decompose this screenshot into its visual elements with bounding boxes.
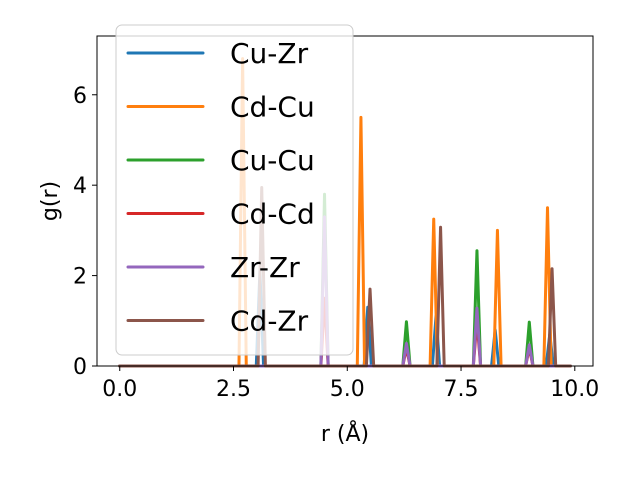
y-tick-label: 6 [73, 84, 87, 109]
legend: Cu-Zr Cd-Cu Cu-Cu Cd-Cd Zr-Zr Cd-Zr [115, 24, 354, 356]
x-tick-label: 10.0 [550, 377, 599, 402]
legend-label: Zr-Zr [230, 251, 300, 284]
legend-label: Cd-Cd [230, 198, 315, 231]
x-axis-label: r (Å) [321, 420, 369, 447]
ticks-layer: 0.0 2.5 5.0 7.5 10.0 0 2 4 6 [73, 84, 599, 402]
x-tick-label: 2.5 [216, 377, 251, 402]
y-tick-label: 4 [73, 174, 87, 199]
legend-label: Cu-Cu [230, 144, 315, 177]
x-tick-label: 5.0 [330, 377, 365, 402]
x-tick-label: 7.5 [444, 377, 479, 402]
legend-label: Cd-Zr [230, 305, 309, 338]
y-tick-label: 0 [73, 355, 87, 380]
legend-label: Cd-Cu [230, 91, 315, 124]
legend-label: Cu-Zr [230, 37, 309, 70]
y-tick-label: 2 [73, 265, 87, 290]
y-axis-label: g(r) [38, 181, 63, 221]
x-tick-label: 0.0 [102, 377, 137, 402]
